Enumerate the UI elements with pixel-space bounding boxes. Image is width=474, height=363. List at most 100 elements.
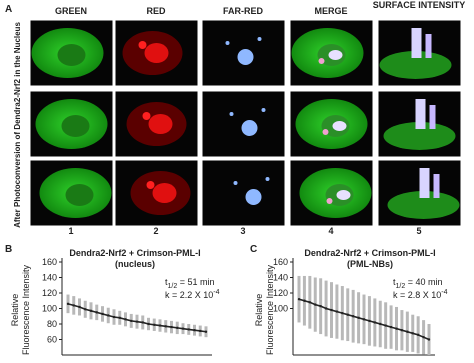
annotation-sub: 1/2 — [396, 283, 406, 290]
point — [308, 301, 312, 304]
annotation-text: k = 2.8 X 10 — [393, 290, 441, 300]
point — [422, 335, 425, 339]
nucleus — [61, 115, 90, 137]
annotation-sup: -4 — [213, 289, 219, 296]
point — [389, 325, 393, 329]
y-tick-label: 60 — [47, 335, 57, 345]
point — [147, 322, 150, 326]
column-header: FAR-RED — [223, 6, 263, 16]
y-axis-label: Fluorescence Intensity — [265, 264, 275, 355]
spot — [261, 108, 266, 112]
point — [193, 329, 196, 332]
annotation: k = 2.2 X 10-4 — [165, 289, 220, 300]
point — [181, 327, 185, 330]
peak — [411, 28, 422, 58]
chart-title: Dendra2-Nrf2 + Crimson-PML-I — [69, 248, 200, 258]
point — [153, 323, 156, 326]
point — [107, 314, 110, 317]
point — [384, 324, 387, 327]
point — [95, 311, 98, 314]
point — [89, 309, 93, 313]
point — [187, 328, 190, 331]
point — [176, 326, 179, 330]
point — [72, 304, 75, 307]
column-number: 2 — [153, 226, 158, 236]
point — [158, 324, 162, 327]
spot — [233, 181, 238, 185]
spot — [144, 43, 169, 63]
spot — [245, 189, 262, 205]
y-tick-label: 160 — [42, 257, 57, 267]
column-header: RED — [146, 6, 166, 16]
point — [368, 319, 371, 323]
column-number: 1 — [68, 226, 73, 236]
point — [164, 325, 167, 328]
point — [170, 325, 173, 329]
annotation-text: = 40 min — [405, 277, 442, 287]
y-axis-label: Relative — [10, 294, 20, 327]
point — [395, 327, 398, 330]
column-number: 5 — [416, 226, 421, 236]
column-header: SURFACE INTENSITY — [373, 0, 466, 10]
column-number: 4 — [328, 226, 333, 236]
panel-label: A — [5, 4, 12, 15]
column-header: MERGE — [314, 6, 347, 16]
peak — [419, 168, 430, 198]
point — [411, 332, 414, 335]
point — [297, 298, 301, 301]
chart-title: Dendra2-Nrf2 + Crimson-PML-I — [304, 248, 435, 258]
point — [406, 330, 409, 333]
point — [84, 308, 87, 311]
y-axis-label: Fluorescence Intensity — [21, 264, 31, 355]
point — [66, 302, 70, 306]
point — [199, 329, 202, 333]
point — [130, 319, 133, 323]
spot — [142, 112, 151, 120]
plot-area — [66, 294, 208, 338]
point — [330, 308, 333, 312]
point — [427, 338, 431, 341]
point — [204, 330, 208, 333]
peak — [433, 174, 440, 198]
micrograph-grid — [29, 19, 462, 227]
annotation-text: t — [393, 277, 396, 287]
point — [379, 322, 382, 326]
surface — [383, 122, 456, 150]
y-tick-label: 80 — [47, 319, 57, 329]
spot — [241, 120, 258, 136]
peak — [429, 105, 436, 129]
point — [373, 321, 377, 324]
annotation-text: k = 2.2 X 10 — [165, 290, 213, 300]
point — [357, 316, 360, 319]
spot — [229, 112, 234, 116]
panel-label: C — [250, 244, 257, 255]
point — [351, 315, 355, 318]
peak — [415, 99, 426, 129]
point — [314, 303, 317, 306]
spot — [265, 177, 270, 181]
spot — [318, 58, 325, 64]
chart-subtitle: (PML-NBs) — [347, 259, 393, 269]
spot — [328, 50, 343, 60]
point — [362, 318, 366, 321]
point — [335, 310, 339, 313]
annotation-text: t — [165, 277, 168, 287]
point — [416, 333, 420, 337]
spot — [322, 129, 329, 135]
panel-label: B — [5, 244, 12, 255]
point — [112, 315, 116, 319]
spot — [332, 121, 347, 131]
spot — [237, 49, 254, 65]
y-tick-label: 160 — [273, 257, 288, 267]
point — [124, 318, 127, 321]
spot — [336, 190, 351, 200]
y-tick-label: 120 — [42, 288, 57, 298]
point — [324, 307, 328, 310]
y-tick-label: 140 — [273, 273, 288, 283]
spot — [146, 181, 155, 189]
point — [303, 299, 306, 302]
surface — [387, 191, 460, 219]
y-tick-label: 140 — [42, 273, 57, 283]
point — [141, 321, 144, 324]
point — [346, 313, 349, 316]
